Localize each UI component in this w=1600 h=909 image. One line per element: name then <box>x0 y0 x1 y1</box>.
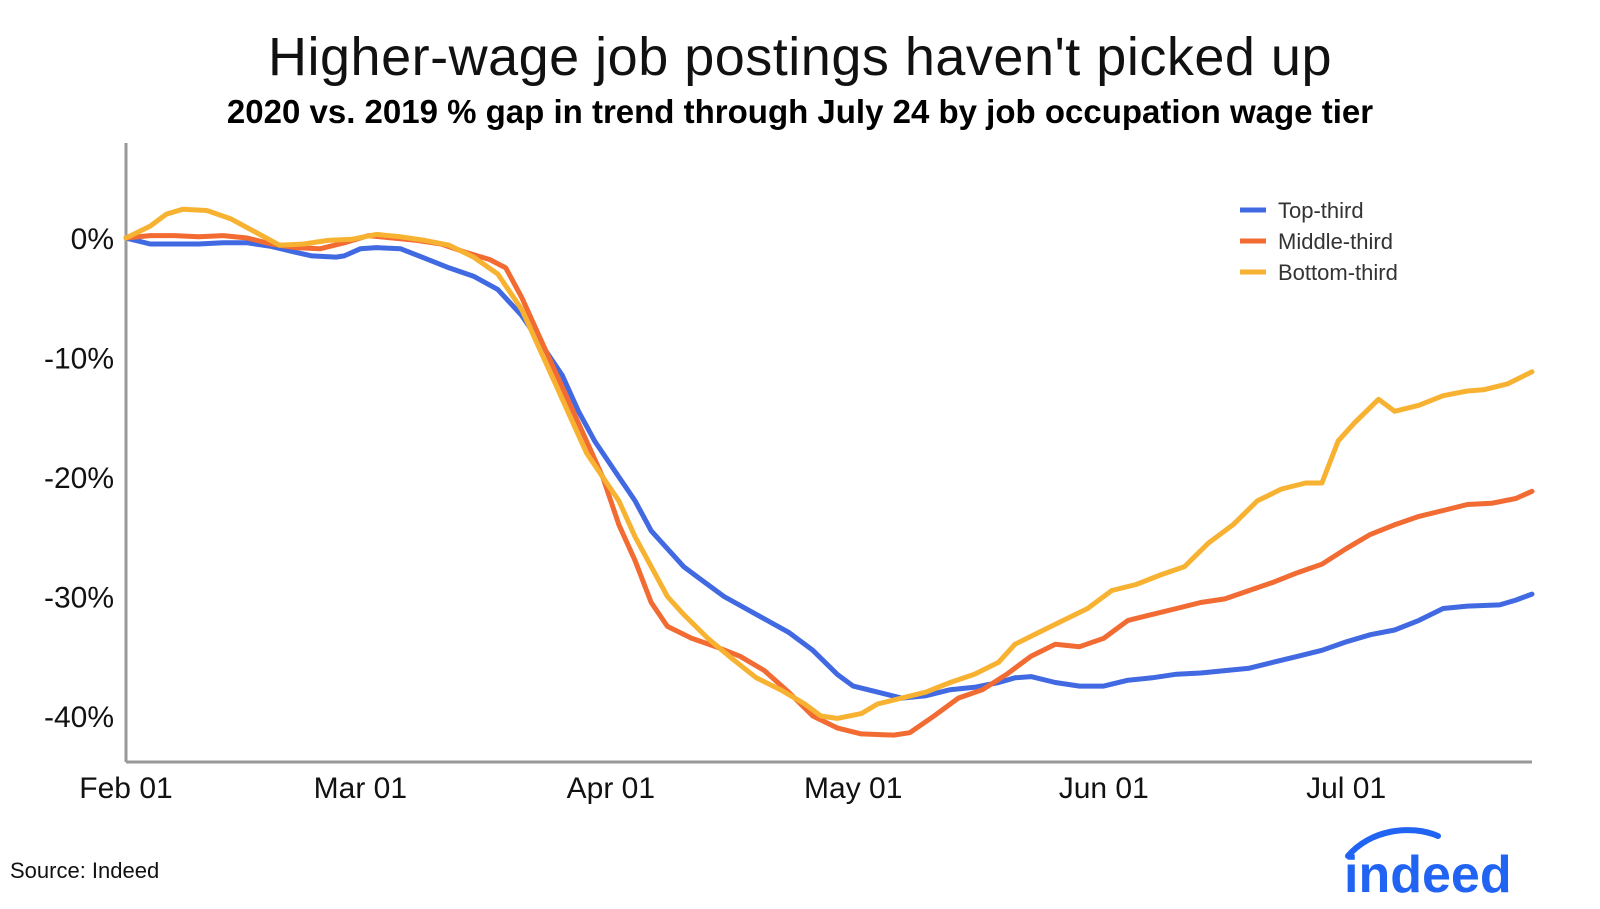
x-tick-label: Jul 01 <box>1306 772 1386 805</box>
x-tick-label: May 01 <box>804 772 902 805</box>
legend: Top-third Middle-third Bottom-third <box>1240 198 1398 285</box>
legend-label: Top-third <box>1278 198 1364 223</box>
x-tick-labels: Feb 01 Mar 01 Apr 01 May 01 Jun 01 Jul 01 <box>79 772 1386 805</box>
series-line-bottom-third <box>123 206 1535 721</box>
y-tick-label: -20% <box>44 462 114 495</box>
y-tick-label: 0% <box>71 223 114 256</box>
logo-wordmark: indeed <box>1344 846 1512 902</box>
y-tick-labels: 0% -10% -20% -30% -40% <box>44 223 114 734</box>
y-tick-label: -40% <box>44 701 114 734</box>
y-tick-label: -30% <box>44 582 114 615</box>
chart-subtitle: 2020 vs. 2019 % gap in trend through Jul… <box>226 93 1374 130</box>
axes <box>124 143 1532 764</box>
x-tick-label: Feb 01 <box>79 772 172 805</box>
series-line-top-third <box>123 235 1535 701</box>
chart-title: Higher-wage job postings haven't picked … <box>268 27 1332 87</box>
legend-label: Middle-third <box>1278 229 1393 254</box>
x-tick-label: Apr 01 <box>567 772 655 805</box>
indeed-logo: indeed <box>1344 827 1512 902</box>
source-note: Source: Indeed <box>10 858 160 883</box>
y-tick-label: -10% <box>44 343 114 376</box>
x-tick-label: Mar 01 <box>314 772 407 805</box>
legend-label: Bottom-third <box>1278 260 1398 285</box>
series-lines <box>123 206 1535 738</box>
x-tick-label: Jun 01 <box>1059 772 1149 805</box>
